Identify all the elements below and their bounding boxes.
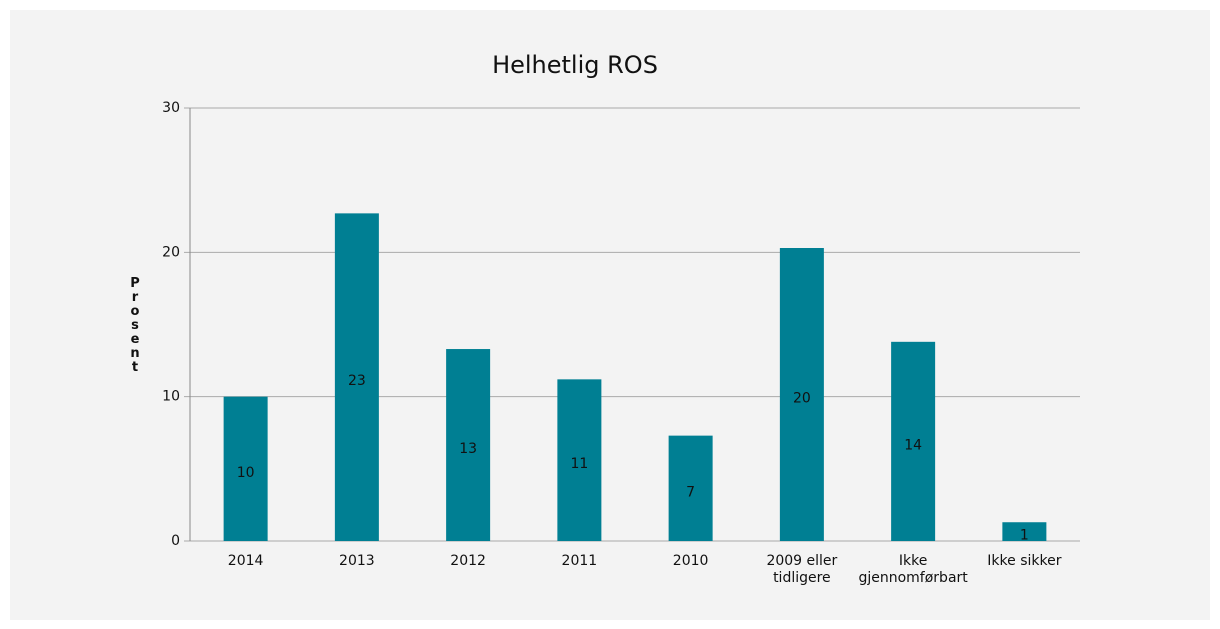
x-tick-label: 2011 [562,553,598,569]
data-label: 10 [237,465,255,481]
bar [891,341,936,541]
chart-title: Helhetlig ROS [492,51,658,79]
data-label: 20 [793,391,811,407]
data-label: 1 [1020,528,1029,544]
panel [10,10,1210,620]
bar [557,379,602,541]
x-tick-label: Ikke sikker [987,553,1061,569]
bar [334,213,379,541]
y-tick-label: 10 [162,389,180,405]
x-tick-label: Ikke gjennomførbart [858,553,968,586]
x-tick-label: 2010 [673,553,709,569]
bar [668,435,713,541]
data-label: 7 [686,484,695,500]
bar [446,349,491,541]
data-label: 13 [459,441,477,457]
x-tick-label: 2009 eller tidligere [766,553,837,586]
y-tick-label: 20 [162,244,180,260]
y-tick-label: 30 [162,100,180,116]
bar [223,396,268,541]
y-tick-label: 0 [171,533,180,549]
data-label: 14 [904,437,922,453]
x-tick-label: 2014 [228,553,264,569]
bar [779,248,824,541]
bar [1002,522,1047,541]
data-label: 11 [570,456,588,472]
data-label: 23 [348,373,366,389]
x-tick-label: 2012 [450,553,486,569]
x-tick-label: 2013 [339,553,375,569]
